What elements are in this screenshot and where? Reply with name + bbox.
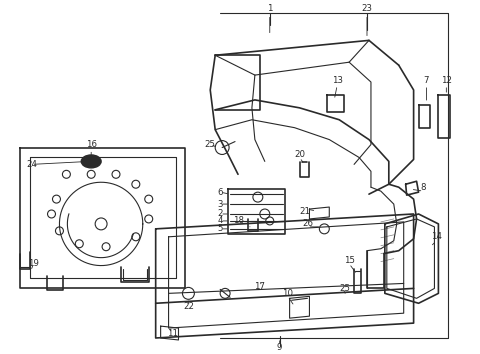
- Text: 13: 13: [332, 75, 343, 85]
- Text: 26: 26: [302, 219, 313, 228]
- Text: 24: 24: [26, 160, 37, 169]
- Text: 8: 8: [421, 183, 426, 192]
- Text: 12: 12: [441, 75, 452, 85]
- Text: 23: 23: [361, 4, 372, 13]
- Text: 7: 7: [424, 75, 429, 85]
- Text: 15: 15: [344, 256, 355, 265]
- Text: 6: 6: [217, 188, 223, 197]
- Text: 11: 11: [167, 329, 178, 337]
- Ellipse shape: [81, 155, 101, 168]
- Text: 1: 1: [267, 4, 273, 13]
- Text: 17: 17: [254, 282, 265, 291]
- Text: 5: 5: [217, 224, 223, 233]
- Text: 18: 18: [232, 216, 243, 225]
- Text: 21: 21: [299, 206, 310, 216]
- Text: 10: 10: [282, 289, 293, 298]
- Text: 22: 22: [183, 302, 194, 311]
- Text: 20: 20: [294, 150, 305, 159]
- Text: 4: 4: [217, 216, 223, 225]
- Text: 9: 9: [277, 343, 282, 353]
- Text: 14: 14: [431, 232, 442, 241]
- Text: 16: 16: [86, 140, 96, 149]
- Text: 25: 25: [205, 140, 216, 149]
- Text: 25: 25: [340, 284, 351, 293]
- Text: 3: 3: [217, 200, 223, 209]
- Text: 2: 2: [217, 210, 223, 218]
- Text: 19: 19: [28, 259, 39, 268]
